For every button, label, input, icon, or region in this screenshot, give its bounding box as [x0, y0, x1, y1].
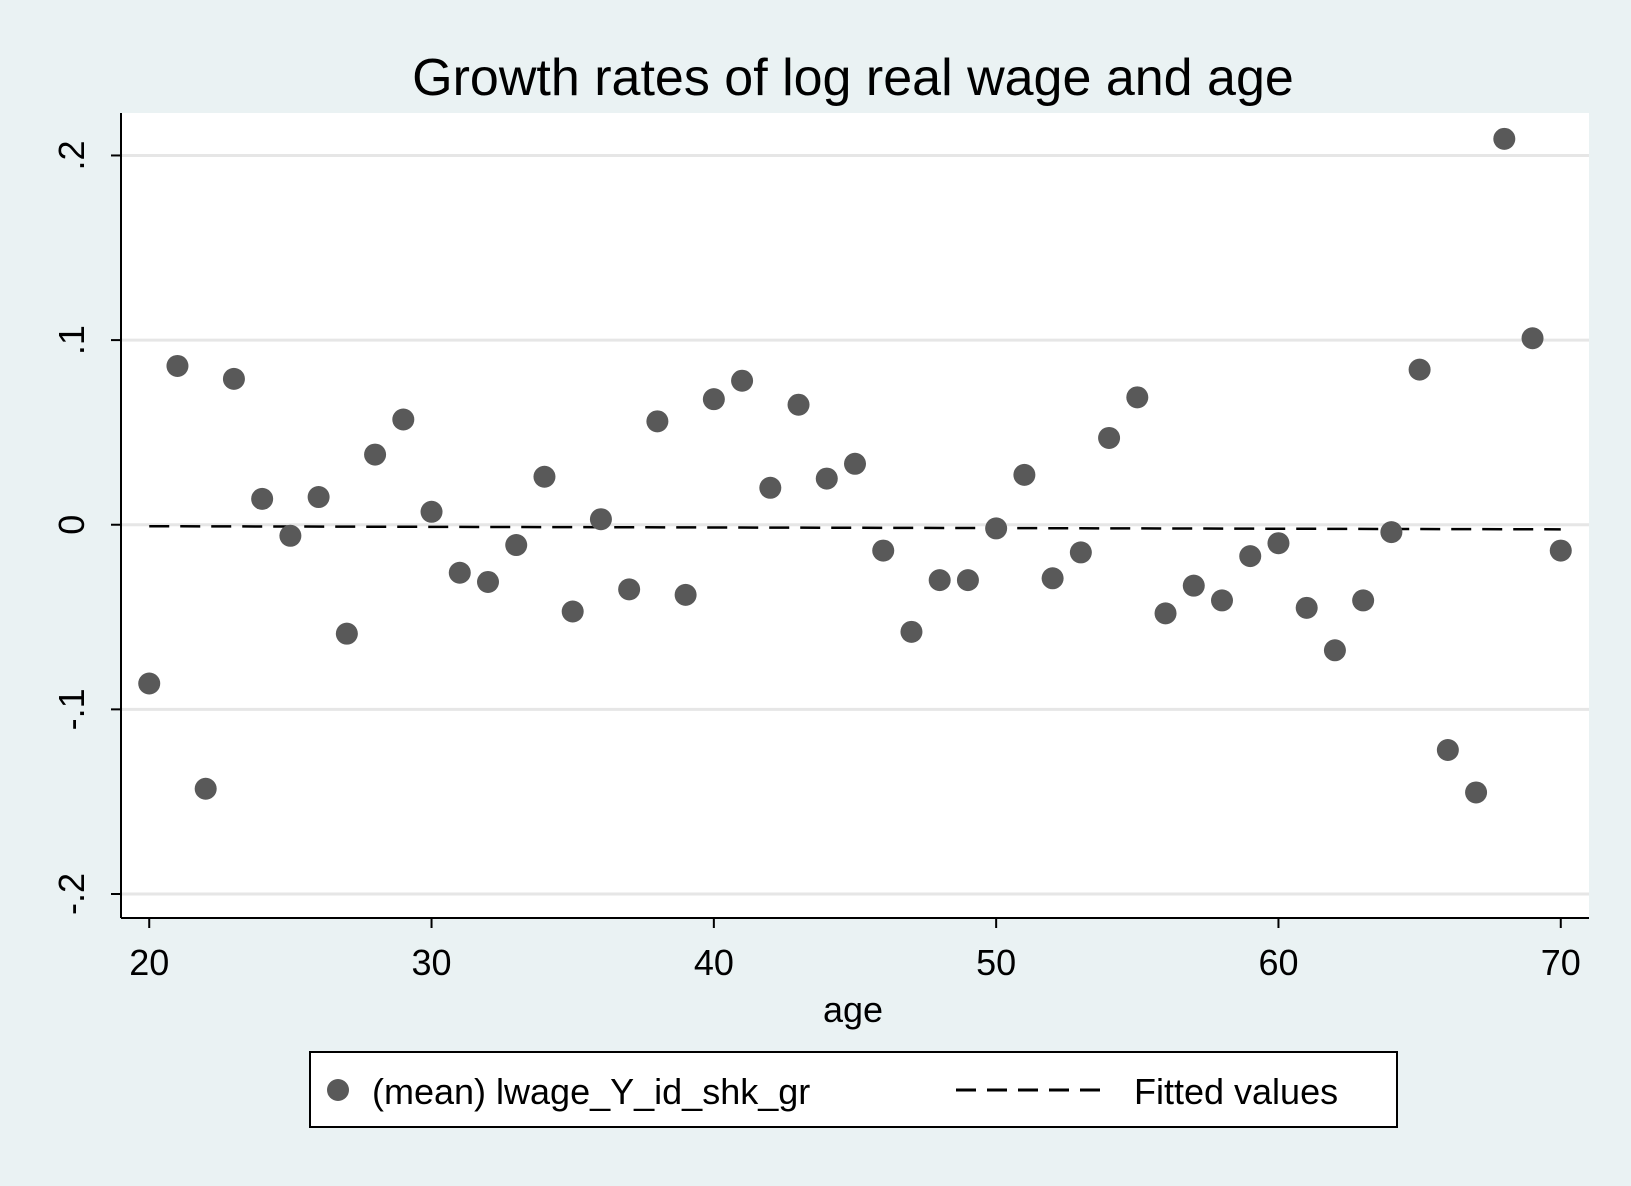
data-point — [702, 388, 725, 411]
y-tick-label: -.1 — [51, 688, 92, 730]
y-tick-label: -.2 — [51, 873, 92, 915]
data-point — [900, 620, 923, 643]
data-point — [1323, 639, 1346, 662]
data-point — [618, 578, 641, 601]
x-tick-label: 60 — [1258, 942, 1298, 983]
x-tick-label: 40 — [694, 942, 734, 983]
data-point — [844, 452, 866, 475]
data-point — [1182, 574, 1205, 597]
data-point — [589, 508, 612, 531]
data-point — [674, 583, 697, 606]
data-point — [364, 443, 387, 466]
data-point — [787, 393, 810, 416]
y-ticks: -.2 -.1 0 .1 .2 — [51, 140, 121, 915]
data-point — [477, 570, 499, 593]
x-tick-label: 50 — [976, 942, 1016, 983]
data-point — [1465, 781, 1488, 804]
data-point — [1154, 602, 1177, 625]
data-point — [731, 369, 754, 392]
x-tick-label: 70 — [1541, 942, 1581, 983]
data-point — [138, 672, 161, 695]
data-point — [166, 354, 189, 377]
legend-label-scatter: (mean) lwage_Y_id_shk_gr — [372, 1071, 810, 1112]
data-point — [392, 408, 415, 431]
data-point — [307, 486, 330, 509]
legend-marker-scatter — [327, 1079, 349, 1101]
data-point — [222, 367, 245, 390]
x-ticks: 20 30 40 50 60 70 — [129, 918, 1581, 983]
data-point — [815, 467, 838, 490]
fitted-line — [149, 524, 1561, 531]
data-point — [561, 600, 584, 623]
data-point — [420, 500, 443, 523]
data-point — [759, 476, 782, 499]
data-point — [251, 487, 274, 510]
data-point — [872, 539, 895, 562]
y-tick-label: .2 — [51, 140, 92, 170]
legend-label-fit: Fitted values — [1134, 1071, 1338, 1112]
chart-title: Growth rates of log real wage and age — [412, 49, 1294, 107]
plot-area — [121, 113, 1589, 918]
x-tick-label: 30 — [412, 942, 452, 983]
fitted-line-group — [149, 524, 1561, 531]
data-point — [1408, 358, 1431, 381]
data-point — [1069, 541, 1092, 564]
data-point — [1267, 532, 1290, 555]
x-axis-title: age — [823, 989, 883, 1030]
data-point — [1352, 589, 1375, 612]
data-point — [1098, 426, 1121, 449]
data-point — [279, 524, 302, 547]
gridlines — [121, 153, 1589, 896]
x-tick-label: 20 — [129, 942, 169, 983]
data-point — [335, 622, 358, 645]
data-point — [533, 465, 556, 488]
data-point — [1436, 738, 1459, 761]
data-point — [1041, 567, 1064, 590]
data-point — [505, 534, 528, 557]
scatter-points — [138, 127, 1572, 804]
data-point — [1295, 596, 1318, 619]
data-point — [1493, 127, 1516, 150]
data-point — [985, 517, 1008, 540]
data-point — [194, 777, 217, 800]
legend: (mean) lwage_Y_id_shk_gr Fitted values — [309, 1051, 1398, 1128]
y-tick-label: 0 — [51, 515, 92, 535]
data-point — [1549, 539, 1572, 562]
data-point — [1380, 521, 1403, 544]
data-point — [1013, 463, 1036, 486]
legend-box — [309, 1051, 1398, 1128]
data-point — [1211, 589, 1233, 612]
y-tick-label: .1 — [51, 325, 92, 355]
data-point — [448, 561, 471, 584]
data-point — [646, 410, 669, 433]
data-point — [956, 569, 979, 592]
data-point — [1126, 386, 1149, 409]
data-point — [928, 569, 951, 592]
data-point — [1521, 327, 1544, 350]
data-point — [1239, 545, 1262, 568]
